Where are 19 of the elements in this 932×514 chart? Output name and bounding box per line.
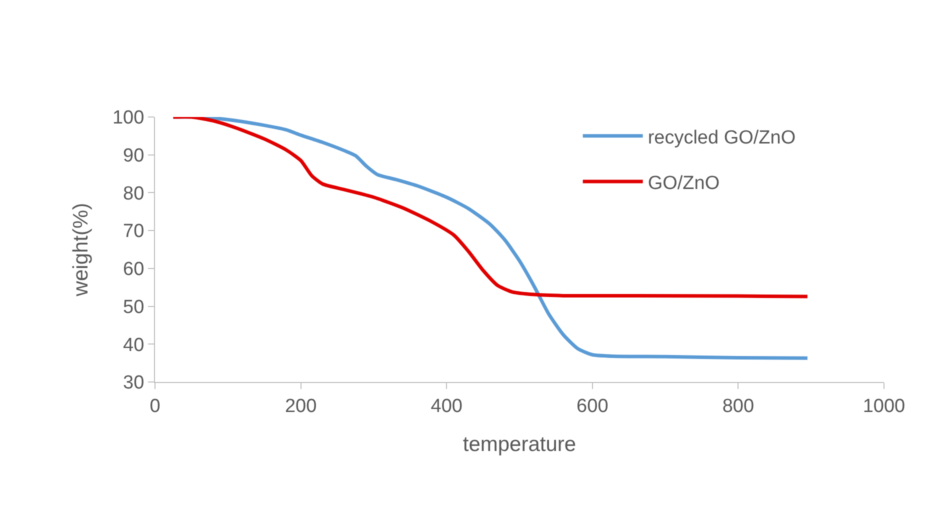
x-tick-label: 200 bbox=[284, 396, 317, 417]
x-tick-label: 600 bbox=[576, 396, 608, 417]
y-axis-title: weight(%) bbox=[70, 202, 93, 298]
x-tick-label: 1000 bbox=[862, 396, 906, 417]
y-tick-label: 30 bbox=[123, 372, 144, 394]
legend-label: GO/ZnO bbox=[648, 172, 720, 194]
x-tick-label: 400 bbox=[430, 396, 462, 417]
line-series bbox=[171, 117, 810, 298]
y-tick-label: 50 bbox=[123, 296, 144, 318]
x-axis-title: temperature bbox=[462, 433, 576, 456]
y-tick-label: 80 bbox=[123, 183, 144, 204]
y-tick-label: 40 bbox=[123, 334, 144, 356]
legend-label: recycled GO/ZnO bbox=[648, 127, 796, 148]
y-tick-label: 100 bbox=[112, 108, 144, 129]
x-tick-label: 800 bbox=[722, 396, 754, 417]
y-tick-label: 60 bbox=[123, 259, 144, 280]
y-tick-label: 90 bbox=[123, 146, 144, 167]
y-tick-label: 70 bbox=[123, 221, 144, 242]
x-tick-label: 0 bbox=[150, 396, 160, 417]
